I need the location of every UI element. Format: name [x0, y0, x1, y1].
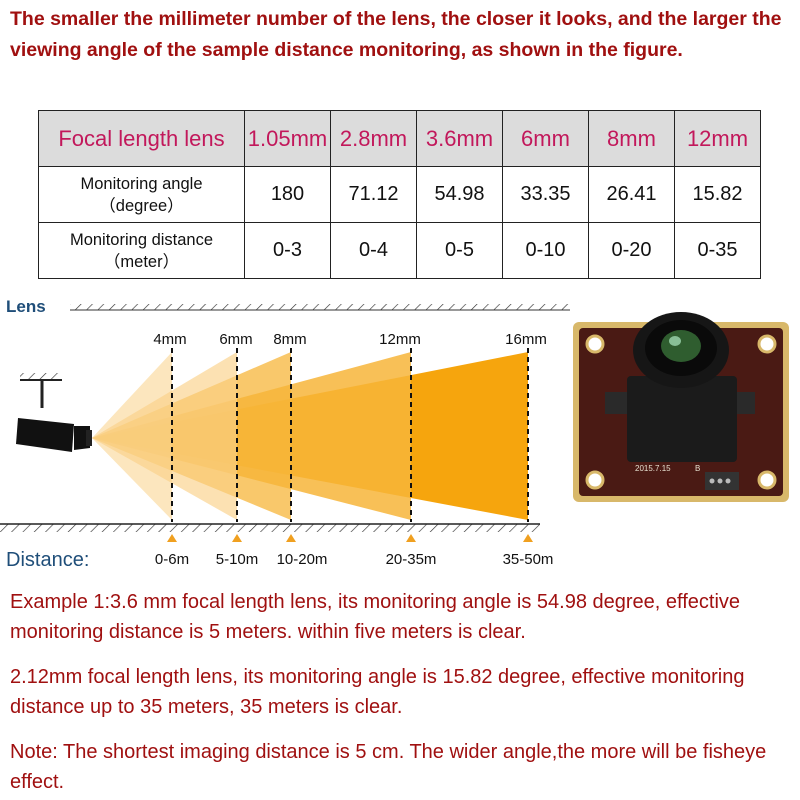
mount-hole [585, 334, 605, 354]
focal-mark-label: 8mm [273, 331, 306, 348]
focal-mark-label: 4mm [153, 331, 186, 348]
focal-guides [167, 348, 533, 542]
camera-body [16, 418, 74, 452]
connector-pin [717, 478, 723, 484]
distance-mark-label: 10-20m [277, 551, 328, 568]
table-cell: 0-35 [674, 222, 761, 279]
lens-header: 3.6mm [416, 110, 503, 167]
beam-group [92, 352, 528, 520]
table-cell: 54.98 [416, 166, 503, 223]
table-row: Monitoring distance （meter） 0-3 0-4 0-5 … [38, 222, 761, 279]
lens-header: 12mm [674, 110, 761, 167]
row-label-line: Monitoring distance [69, 230, 214, 249]
beam-cone [92, 352, 172, 520]
board-mark: B [695, 464, 700, 473]
focal-mark-label: 6mm [219, 331, 252, 348]
lens-hatch-bar [70, 304, 570, 310]
intro-text: The smaller the millimeter number of the… [10, 8, 782, 61]
note-text: Note: The shortest imaging distance is 5… [10, 741, 767, 793]
lens-header: 8mm [588, 110, 675, 167]
lens-header: 1.05mm [244, 110, 331, 167]
table-header-row: Focal length lens 1.05mm 2.8mm 3.6mm 6mm… [38, 110, 761, 167]
connector-pin [725, 478, 731, 484]
row-label-line: Monitoring angle [80, 174, 203, 193]
row-label: Monitoring distance （meter） [38, 222, 245, 279]
table-cell: 180 [244, 166, 331, 223]
distance-mark-label: 20-35m [386, 551, 437, 568]
distance-marker [167, 534, 177, 542]
table-cell: 0-5 [416, 222, 503, 279]
lens-glass [661, 330, 701, 362]
lens-spec-table: Focal length lens 1.05mm 2.8mm 3.6mm 6mm… [38, 110, 761, 279]
ground-hatch [0, 524, 540, 532]
mount-hole [757, 470, 777, 490]
example-2-text: 2.12mm focal length lens, its monitoring… [10, 666, 745, 718]
distance-mark-label: 5-10m [216, 551, 259, 568]
focal-mark-label: 12mm [379, 331, 421, 348]
table-cell: 0-3 [244, 222, 331, 279]
lens-holder [627, 376, 737, 462]
distance-marker [286, 534, 296, 542]
lens-distance-diagram: Lens 4mm 6mm 8mm 12mm 16mm Distance: 0-6… [0, 297, 570, 571]
camera-lens-tip [86, 430, 92, 446]
lens-label: Lens [6, 297, 46, 316]
ceiling-hatch [20, 373, 62, 380]
table-cell: 33.35 [502, 166, 589, 223]
row-label-unit: （meter） [103, 252, 180, 271]
example-1-text: Example 1:3.6 mm focal length lens, its … [10, 591, 741, 643]
camera-module-image: 2015.7.15 B [573, 312, 789, 502]
lens-header: 2.8mm [330, 110, 417, 167]
board-date: 2015.7.15 [635, 464, 671, 473]
table-cell: 71.12 [330, 166, 417, 223]
table-row: Monitoring angle （degree） 180 71.12 54.9… [38, 166, 761, 223]
table-cell: 0-4 [330, 222, 417, 279]
table-cell: 15.82 [674, 166, 761, 223]
distance-marker [406, 534, 416, 542]
mount-hole [757, 334, 777, 354]
lens-glare [669, 336, 681, 346]
cctv-camera-icon [16, 373, 92, 452]
connector-pin [709, 478, 715, 484]
distance-label: Distance: [6, 549, 89, 571]
distance-marker [232, 534, 242, 542]
table-cell: 0-20 [588, 222, 675, 279]
focal-mark-label: 16mm [505, 331, 547, 348]
lens-header: 6mm [502, 110, 589, 167]
table-cell: 0-10 [502, 222, 589, 279]
distance-mark-label: 35-50m [503, 551, 554, 568]
row-label-unit: （degree） [99, 196, 184, 215]
row-label: Monitoring angle （degree） [38, 166, 245, 223]
distance-marker [523, 534, 533, 542]
mount-hole [585, 470, 605, 490]
header-label: Focal length lens [38, 110, 245, 167]
distance-mark-label: 0-6m [155, 551, 189, 568]
table-cell: 26.41 [588, 166, 675, 223]
